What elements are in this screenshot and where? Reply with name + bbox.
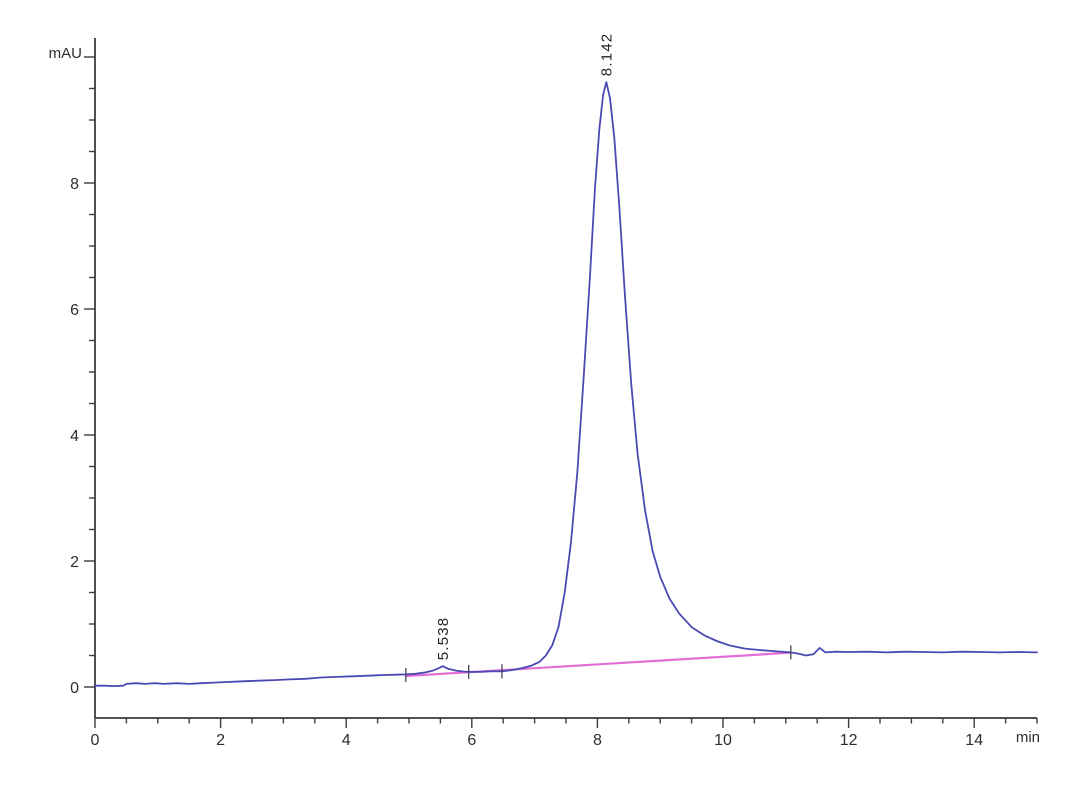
signal-polyline (94, 81, 1038, 687)
peak-retention-label: 8.142 (598, 33, 615, 77)
peak-retention-label: 5.538 (435, 617, 452, 661)
y-tick-label: 0 (70, 680, 79, 697)
integration-baseline (404, 651, 792, 678)
integration-marks (405, 645, 792, 683)
y-tick-label: 4 (70, 428, 79, 445)
y-axis-unit-label: mAU (49, 45, 82, 62)
x-tick-label: 4 (342, 732, 351, 749)
baseline-line (404, 651, 792, 678)
x-tick-label: 2 (216, 732, 225, 749)
y-tick-label: 2 (70, 554, 79, 571)
x-tick-label: 14 (965, 732, 983, 749)
signal-trace (94, 81, 1038, 687)
x-tick-label: 12 (840, 732, 858, 749)
y-tick-label: 6 (70, 302, 79, 319)
y-tick-label: 8 (70, 176, 79, 193)
x-tick-label: 0 (91, 732, 100, 749)
x-tick-label: 8 (593, 732, 602, 749)
y-axis: 0 2 4 6 8 (70, 38, 96, 718)
x-tick-label: 6 (467, 732, 476, 749)
peak-labels: 5.538 8.142 (435, 33, 616, 661)
x-axis-unit-label: min (1016, 729, 1040, 746)
x-tick-label: 10 (714, 732, 732, 749)
x-axis: 0 2 4 6 8 10 12 14 (91, 717, 1038, 749)
